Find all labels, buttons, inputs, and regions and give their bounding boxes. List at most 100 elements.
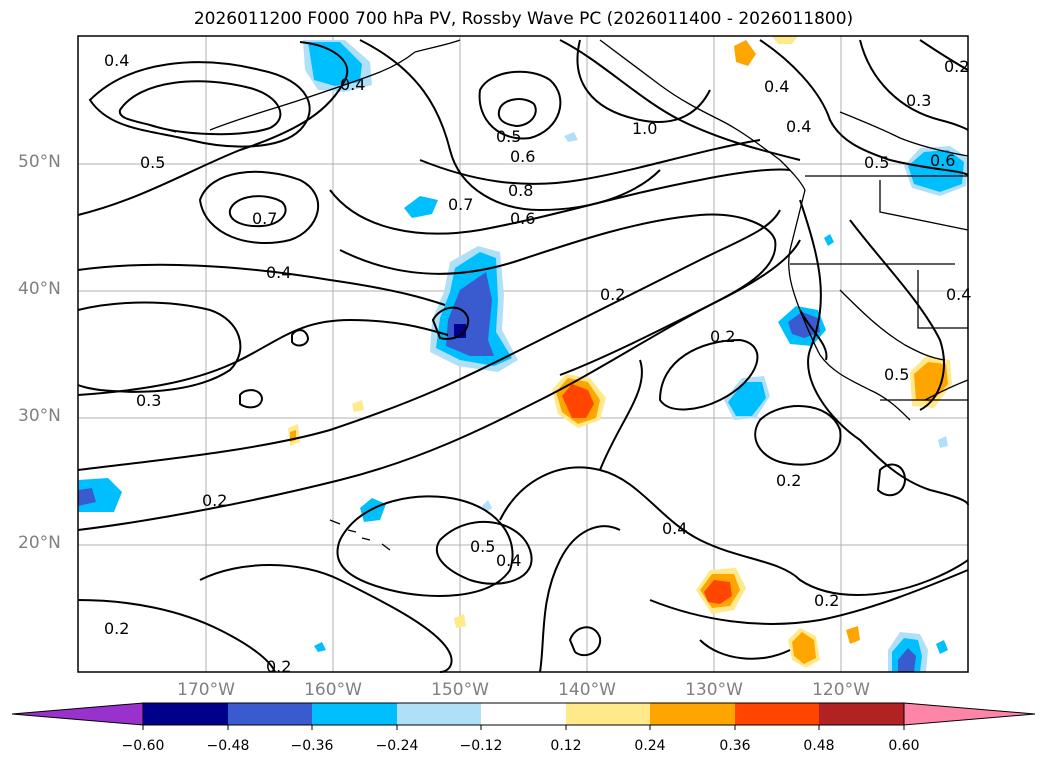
contour-label: 0.2 xyxy=(814,591,839,610)
contour-label: 0.3 xyxy=(906,91,931,110)
lat-label-20n: 20°N xyxy=(18,533,61,553)
colorbar-tick-label: −0.48 xyxy=(206,738,250,754)
lon-label-130w: 130°W xyxy=(685,680,743,700)
pv-contour xyxy=(499,466,969,596)
lon-label-150w: 150°W xyxy=(431,680,489,700)
pv-contour xyxy=(77,301,242,393)
pv-contour xyxy=(754,405,842,466)
colorbar-tick-label: 0.12 xyxy=(550,738,582,754)
lon-label-140w: 140°W xyxy=(558,680,616,700)
contour-label: 0.7 xyxy=(448,195,473,214)
gridlines xyxy=(78,36,968,672)
colorbar-tick-label: −0.24 xyxy=(375,738,419,754)
colorbar-segment xyxy=(735,703,819,725)
colorbar-extend-max xyxy=(903,702,1036,726)
pv-contour xyxy=(228,195,287,228)
anomaly-blob xyxy=(898,648,916,672)
anomaly-blob xyxy=(824,234,834,246)
coastline xyxy=(839,111,969,157)
coastline xyxy=(329,519,391,551)
colorbar-segment xyxy=(650,703,735,725)
pv-contour xyxy=(77,239,801,531)
colorbar-tick-label: −0.36 xyxy=(290,738,334,754)
coastline xyxy=(599,39,806,191)
pv-contour xyxy=(291,329,310,347)
contour-label: 0.5 xyxy=(496,127,521,146)
anomaly-blob xyxy=(454,324,466,338)
colorbar-segment xyxy=(819,703,904,725)
contour-label: 0.8 xyxy=(508,181,533,200)
contour-label: 0.2 xyxy=(944,57,969,76)
contour-label: 0.7 xyxy=(252,209,277,228)
anomaly-blob xyxy=(792,632,816,664)
colorbar xyxy=(11,702,1036,730)
pv-contour xyxy=(198,170,319,244)
anomaly-blob xyxy=(734,40,756,66)
contour-label: 0.4 xyxy=(662,519,687,538)
anomaly-blob xyxy=(936,640,948,654)
contour-label: 0.4 xyxy=(104,51,129,70)
coastline xyxy=(414,39,461,53)
coastline xyxy=(879,180,969,231)
lat-label-40n: 40°N xyxy=(18,279,61,299)
contour-label: 1.0 xyxy=(632,119,657,138)
pv-contour xyxy=(799,309,828,361)
coastline xyxy=(924,379,969,401)
pv-contour xyxy=(77,263,446,306)
map-frame xyxy=(77,35,969,673)
contour-label: 0.2 xyxy=(104,619,129,638)
pc-anomaly-shading xyxy=(78,36,968,672)
pv-contour xyxy=(419,139,761,185)
colorbar-segment xyxy=(228,703,312,725)
anomaly-blob xyxy=(360,498,386,522)
pv-contour xyxy=(435,520,533,585)
contour-label: 0.5 xyxy=(470,537,495,556)
pv-contours xyxy=(77,39,969,673)
pv-contour xyxy=(699,639,791,660)
pv-contour xyxy=(77,318,449,396)
contour-label: 0.2 xyxy=(710,327,735,346)
coastline xyxy=(209,51,416,131)
pv-contour xyxy=(478,70,562,140)
contour-label: 0.2 xyxy=(776,471,801,490)
anomaly-blob xyxy=(78,488,96,506)
anomaly-blob xyxy=(564,132,578,142)
coastlines xyxy=(167,39,969,551)
pv-contour xyxy=(876,463,907,497)
colorbar-segment xyxy=(481,703,566,725)
contour-label: 0.6 xyxy=(510,147,535,166)
contour-label: 0.5 xyxy=(140,153,165,172)
pv-contour xyxy=(239,389,264,409)
colorbar-segment xyxy=(143,703,228,725)
coastline xyxy=(788,189,911,421)
pv-contour xyxy=(431,306,470,340)
pv-contour xyxy=(859,39,969,131)
colorbar-segment xyxy=(566,703,650,725)
contour-label: 0.6 xyxy=(510,209,535,228)
pv-contour xyxy=(559,39,801,161)
anomaly-blob xyxy=(454,614,466,628)
colorbar-extend-min xyxy=(11,702,144,726)
contour-label: 0.4 xyxy=(946,285,971,304)
contour-label: 0.5 xyxy=(864,153,889,172)
contour-label: 0.4 xyxy=(764,77,789,96)
pv-contour xyxy=(568,626,602,657)
contour-label: 0.6 xyxy=(930,151,955,170)
pv-contour xyxy=(118,80,282,136)
anomaly-blob xyxy=(772,36,798,44)
pv-contour xyxy=(658,338,759,411)
map-title: 2026011200 F000 700 hPa PV, Rossby Wave … xyxy=(193,9,854,29)
anomaly-blob xyxy=(788,312,820,338)
anomaly-blob xyxy=(308,42,362,86)
colorbar-tick-label: −0.60 xyxy=(121,738,165,754)
colorbar-tick-label: 0.36 xyxy=(719,738,751,754)
pv-contour xyxy=(599,359,643,471)
contour-label: 0.4 xyxy=(340,75,365,94)
coastline xyxy=(839,289,946,361)
colorbar-tick-label: 0.48 xyxy=(803,738,835,754)
pv-contour xyxy=(339,213,777,376)
lon-label-120w: 120°W xyxy=(812,680,870,700)
pv-contour xyxy=(77,599,276,673)
anomaly-blob xyxy=(352,400,364,412)
